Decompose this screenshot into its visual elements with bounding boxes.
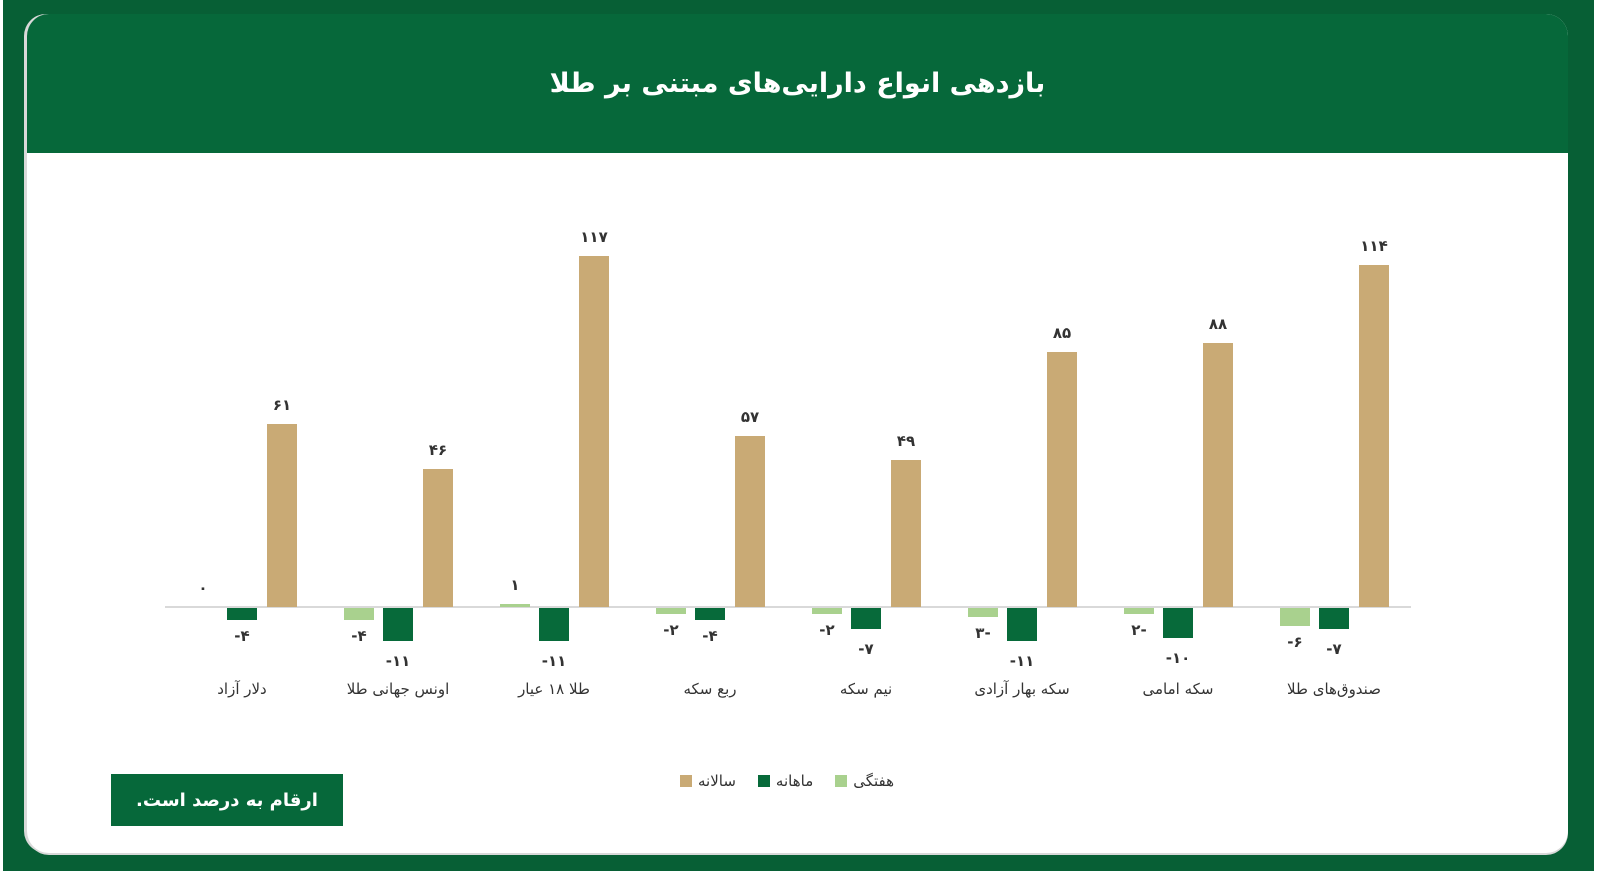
- legend: سالانه ماهانه هفتگی: [680, 772, 894, 790]
- legend-item-weekly: هفتگی: [835, 772, 894, 790]
- bar-monthly: [383, 608, 413, 641]
- bar-annual: [267, 424, 297, 607]
- value-label: ۱۱۴: [1360, 237, 1388, 255]
- bar-monthly: [695, 608, 725, 620]
- bar-weekly: [968, 608, 998, 617]
- category-label: ربع سکه: [683, 680, 737, 698]
- legend-swatch-icon: [835, 775, 848, 787]
- value-label: ۸۸: [1208, 315, 1228, 333]
- value-label: -۱۱: [385, 652, 411, 670]
- legend-label: هفتگی: [853, 772, 895, 790]
- value-label: -۶: [1287, 633, 1303, 651]
- value-label: ۶۱: [272, 396, 292, 414]
- value-label: -۱۱: [541, 652, 567, 670]
- bar-monthly: [1163, 608, 1193, 638]
- legend-item-annual: سالانه: [680, 772, 736, 790]
- header-band: بازدهی انواع دارایی‌های مبتنی بر طلا: [27, 14, 1568, 153]
- units-note: ارقام به درصد است.: [111, 774, 343, 826]
- bar-annual: [1047, 352, 1077, 607]
- value-label: ۰: [198, 579, 208, 597]
- legend-label: ماهانه: [775, 772, 814, 790]
- bar-monthly: [539, 608, 569, 641]
- category-label: اونس جهانی طلا: [346, 680, 450, 698]
- legend-item-monthly: ماهانه: [757, 772, 814, 790]
- bar-weekly: [812, 608, 842, 614]
- value-label: -۱۱: [1009, 652, 1035, 670]
- legend-label: سالانه: [698, 772, 736, 790]
- bar-weekly: [344, 608, 374, 620]
- category-label: نیم سکه: [839, 680, 893, 698]
- value-label: ۴۹: [896, 432, 916, 450]
- category-label: دلار آزاد: [217, 680, 267, 698]
- value-label: ۱۱۷: [580, 228, 608, 246]
- value-label: -۲: [663, 621, 679, 639]
- value-label: ۴۶: [428, 441, 448, 459]
- category-label: سکه امامی: [1142, 680, 1214, 698]
- bar-annual: [579, 256, 609, 607]
- bar-weekly: [1124, 608, 1154, 614]
- bar-annual: [735, 436, 765, 607]
- bar-monthly: [851, 608, 881, 629]
- value-label: ۸۵: [1052, 324, 1072, 342]
- value-label: -۷: [1326, 640, 1342, 658]
- bar-weekly: [1280, 608, 1310, 626]
- category-label: سکه بهار آزادی: [974, 680, 1070, 698]
- bar-weekly: [656, 608, 686, 614]
- value-label: ۳-: [975, 624, 991, 642]
- bar-monthly: [1319, 608, 1349, 629]
- bar-weekly: [500, 604, 530, 607]
- value-label: ۲-: [1131, 621, 1147, 639]
- legend-swatch-icon: [757, 775, 770, 787]
- chart-title: بازدهی انواع دارایی‌های مبتنی بر طلا: [549, 68, 1046, 99]
- value-label: -۲: [819, 621, 835, 639]
- value-label: -۷: [858, 640, 874, 658]
- value-label: -۴: [702, 627, 718, 645]
- bar-monthly: [227, 608, 257, 620]
- x-axis-baseline: [165, 606, 1411, 608]
- bar-annual: [1359, 265, 1389, 607]
- category-label: طلا ۱۸ عیار: [518, 680, 590, 698]
- bar-monthly: [1007, 608, 1037, 641]
- value-label: -۴: [351, 627, 367, 645]
- value-label: ۵۷: [740, 408, 760, 426]
- bar-annual: [423, 469, 453, 607]
- value-label: -۱۰: [1165, 649, 1191, 667]
- bar-annual: [891, 460, 921, 607]
- bar-annual: [1203, 343, 1233, 607]
- value-label: ۱: [510, 576, 520, 594]
- category-label: صندوق‌های طلا: [1287, 680, 1381, 698]
- legend-swatch-icon: [680, 775, 692, 787]
- value-label: -۴: [234, 627, 250, 645]
